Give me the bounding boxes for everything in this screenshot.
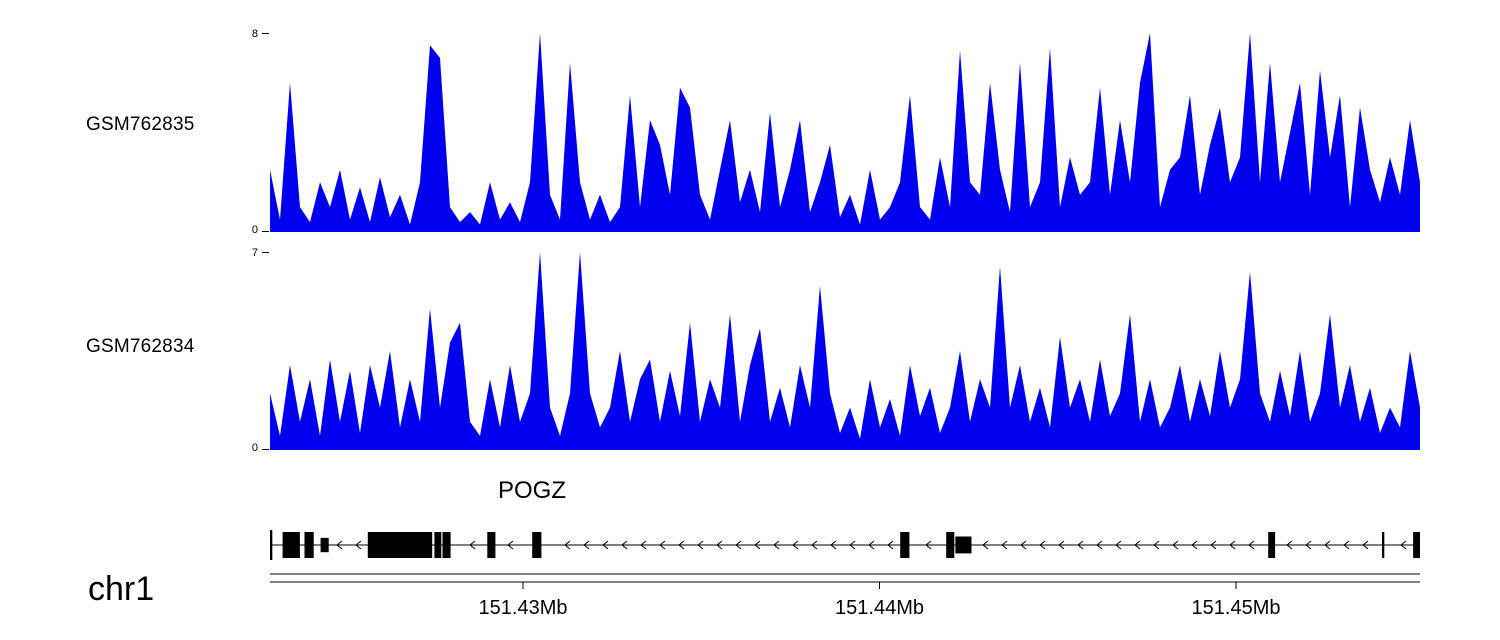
chromosome-label: chr1 bbox=[88, 570, 155, 608]
strand-arrow-left-icon bbox=[1229, 540, 1236, 550]
strand-arrow-left-icon bbox=[583, 540, 590, 550]
exon-rect bbox=[900, 532, 910, 558]
gene-model-track bbox=[270, 530, 1420, 560]
signal-area bbox=[270, 252, 1420, 450]
strand-arrow-left-icon bbox=[1248, 540, 1255, 550]
track1-ymin-label: 0 bbox=[251, 224, 258, 236]
track2-ymax-tick bbox=[262, 252, 269, 253]
strand-arrow-left-icon bbox=[640, 540, 647, 550]
strand-arrow-left-icon bbox=[1191, 540, 1198, 550]
strand-arrow-left-icon bbox=[1343, 540, 1350, 550]
exon-rect bbox=[304, 532, 314, 558]
strand-arrow-left-icon bbox=[602, 540, 609, 550]
strand-arrow-left-icon bbox=[1153, 540, 1160, 550]
strand-arrow-left-icon bbox=[849, 540, 856, 550]
exon-rect bbox=[1268, 532, 1276, 558]
strand-arrow-left-icon bbox=[355, 540, 362, 550]
strand-arrow-left-icon bbox=[1115, 540, 1122, 550]
exon-rect bbox=[442, 532, 451, 558]
strand-arrow-left-icon bbox=[507, 540, 514, 550]
track2-ymax-label: 7 bbox=[251, 247, 258, 259]
axis-tick-label: 151.43Mb bbox=[479, 597, 568, 619]
axis-tick-label: 151.44Mb bbox=[835, 597, 924, 619]
exon-rect bbox=[434, 532, 442, 558]
strand-arrow-left-icon bbox=[868, 540, 875, 550]
strand-arrow-left-icon bbox=[1039, 540, 1046, 550]
strand-arrow-left-icon bbox=[811, 540, 818, 550]
exon-rect bbox=[270, 530, 273, 560]
strand-arrow-left-icon bbox=[678, 540, 685, 550]
strand-arrow-left-icon bbox=[735, 540, 742, 550]
strand-arrow-left-icon bbox=[982, 540, 989, 550]
exon-rect bbox=[367, 532, 433, 558]
genome-axis-track: 151.43Mb 151.44Mb 151.45Mb bbox=[270, 573, 1420, 619]
strand-arrow-left-icon bbox=[1172, 540, 1179, 550]
exon-rect bbox=[946, 532, 955, 558]
exon-rect bbox=[320, 537, 329, 553]
track1-ymax-tick bbox=[262, 33, 269, 34]
strand-arrow-left-icon bbox=[1077, 540, 1084, 550]
strand-arrow-left-icon bbox=[564, 540, 571, 550]
exon-rect bbox=[1382, 532, 1385, 558]
strand-arrow-left-icon bbox=[1001, 540, 1008, 550]
track1-label: GSM762835 bbox=[86, 114, 195, 135]
strand-arrow-left-icon bbox=[1020, 540, 1027, 550]
exon-rect bbox=[282, 532, 300, 558]
strand-arrow-left-icon bbox=[887, 540, 894, 550]
strand-arrow-left-icon bbox=[659, 540, 666, 550]
strand-arrow-left-icon bbox=[830, 540, 837, 550]
strand-arrow-left-icon bbox=[716, 540, 723, 550]
gene-name-label: POGZ bbox=[498, 477, 567, 504]
track1-signal-plot bbox=[270, 33, 1420, 232]
strand-arrow-left-icon bbox=[1286, 540, 1293, 550]
track2-ymin-tick bbox=[262, 449, 269, 450]
strand-arrow-left-icon bbox=[336, 540, 343, 550]
strand-arrow-left-icon bbox=[1400, 540, 1407, 550]
strand-arrow-left-icon bbox=[792, 540, 799, 550]
strand-arrow-left-icon bbox=[469, 540, 476, 550]
track2-signal-plot bbox=[270, 252, 1420, 450]
exon-rect bbox=[487, 532, 496, 558]
track2-ymin-label: 0 bbox=[251, 442, 258, 454]
axis-tick-label: 151.45Mb bbox=[1192, 597, 1281, 619]
strand-arrow-left-icon bbox=[1096, 540, 1103, 550]
strand-arrow-left-icon bbox=[1305, 540, 1312, 550]
strand-arrow-left-icon bbox=[1324, 540, 1331, 550]
exon-rect bbox=[955, 536, 972, 554]
exon-rect bbox=[532, 532, 542, 558]
strand-arrow-left-icon bbox=[1362, 540, 1369, 550]
track1-ymax-label: 8 bbox=[251, 28, 258, 40]
strand-arrow-left-icon bbox=[925, 540, 932, 550]
strand-arrow-left-icon bbox=[621, 540, 628, 550]
strand-arrow-left-icon bbox=[754, 540, 761, 550]
strand-arrow-left-icon bbox=[1134, 540, 1141, 550]
strand-arrow-left-icon bbox=[1210, 540, 1217, 550]
strand-arrow-left-icon bbox=[1058, 540, 1065, 550]
track1-ymin-tick bbox=[262, 231, 269, 232]
strand-arrow-left-icon bbox=[697, 540, 704, 550]
strand-arrow-left-icon bbox=[773, 540, 780, 550]
exon-rect bbox=[1413, 532, 1420, 558]
signal-area bbox=[270, 33, 1420, 232]
track2-label: GSM762834 bbox=[86, 336, 195, 357]
